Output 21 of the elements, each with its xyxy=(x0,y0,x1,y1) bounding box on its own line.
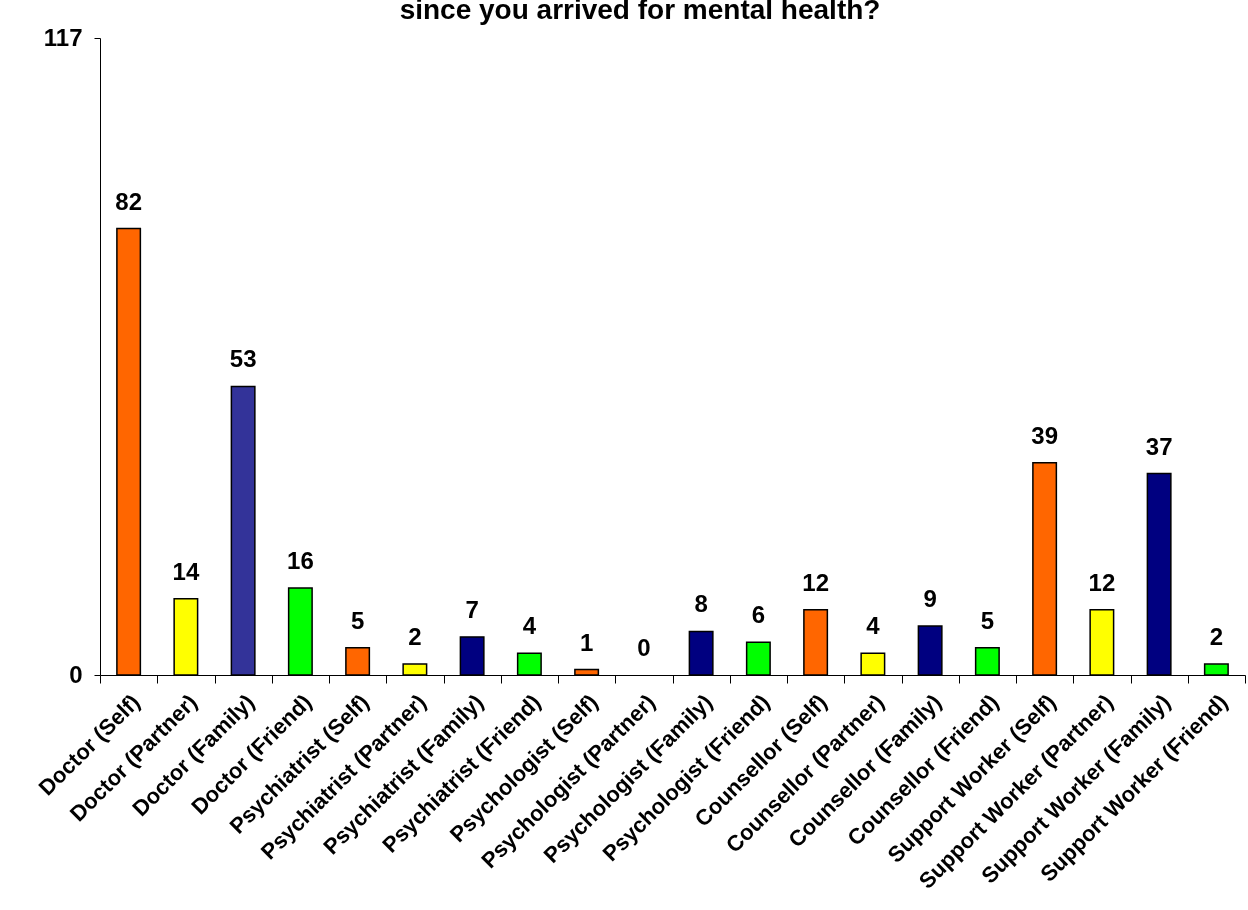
y-tick-label: 117 xyxy=(43,23,83,51)
data-label: 2 xyxy=(1209,623,1224,651)
data-label: 53 xyxy=(229,345,257,373)
data-label: 82 xyxy=(115,187,142,215)
data-label: 9 xyxy=(923,585,937,612)
data-label: 12 xyxy=(1088,568,1116,596)
data-label: 2 xyxy=(408,623,422,651)
data-label: 8 xyxy=(694,590,708,618)
data-label: 1 xyxy=(579,628,594,656)
data-label: 5 xyxy=(980,606,995,634)
data-label: 4 xyxy=(866,612,881,640)
data-label: 4 xyxy=(522,612,537,640)
data-label: 0 xyxy=(637,634,651,661)
data-label: 39 xyxy=(1031,421,1058,449)
data-label: 5 xyxy=(350,606,365,634)
data-label: 7 xyxy=(465,595,479,623)
data-label: 14 xyxy=(172,557,200,585)
data-label: 6 xyxy=(751,601,766,629)
data-label: 16 xyxy=(287,546,314,574)
data-label: 12 xyxy=(802,568,829,596)
data-label: 37 xyxy=(1145,432,1173,460)
